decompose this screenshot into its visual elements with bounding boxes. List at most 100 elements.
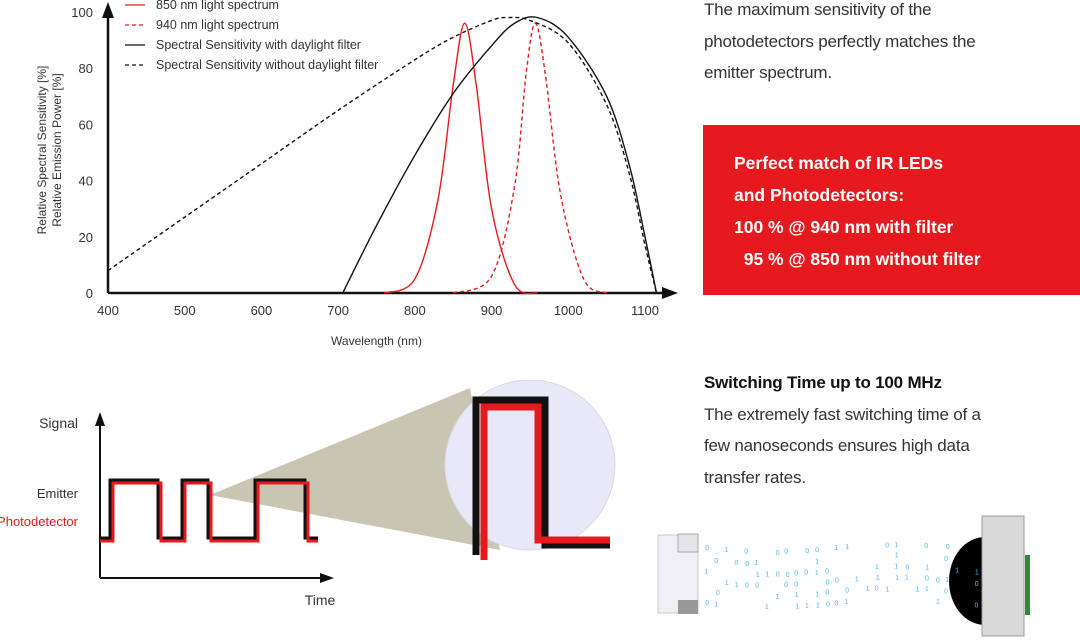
data-bit: 1 [765, 604, 769, 611]
data-bit: 1 [795, 592, 799, 599]
data-bit: 0 [826, 579, 830, 586]
highlight-line: and Photodetectors: [734, 185, 905, 205]
y-tick-label: 20 [79, 230, 93, 245]
data-bit: 0 [705, 545, 709, 552]
data-bit: 0 [944, 588, 948, 595]
data-bit: 0 [875, 586, 879, 593]
data-bit: 0 [716, 590, 720, 597]
data-bit: 1 [925, 586, 929, 593]
emitter-wave [100, 478, 318, 540]
data-bit: 1 [866, 586, 870, 593]
data-bit: 1 [895, 575, 899, 582]
data-bit: 1 [845, 599, 849, 606]
data-bit: 1 [815, 592, 819, 599]
data-bit: 1 [955, 568, 959, 575]
data-bit: 0 [804, 570, 808, 577]
data-bit: 1 [735, 582, 739, 589]
intro-line: emitter spectrum. [704, 63, 832, 82]
y-axis-label: Relative Spectral Sensitivity [%] [35, 66, 49, 235]
photodetector-label: Photodetector [0, 514, 79, 529]
data-bit: 1 [905, 574, 909, 581]
series-line [342, 16, 658, 294]
binary-data-stream: 0100011101000110110010000011001011110000… [704, 542, 979, 611]
x-axis-label: Wavelength (nm) [331, 334, 422, 348]
series-line [107, 16, 658, 294]
legend-label: Spectral Sensitivity with daylight filte… [156, 38, 361, 52]
data-bit: 0 [835, 578, 839, 585]
y-axis-arrow [102, 2, 114, 18]
switching-text: Switching Time up to 100 MHz The extreme… [704, 367, 981, 493]
data-bit: 0 [776, 550, 780, 557]
signal-diagram: Signal Time Emitter Photodetector [0, 380, 616, 608]
data-bit: 1 [815, 558, 819, 565]
magnifier-lens [444, 380, 616, 551]
highlight-line: Perfect match of IR LEDs [734, 153, 944, 173]
emitter-detector-illustration: 0100011101000110110010000011001011110000… [657, 515, 1030, 637]
data-bit: 0 [845, 588, 849, 595]
magnifier-cone [210, 388, 500, 550]
zoomed-emitter-wave [472, 396, 610, 555]
switching-line: transfer rates. [704, 467, 806, 487]
highlight-line: 95 % @ 850 nm without filter [734, 249, 981, 269]
intro-line: The maximum sensitivity of the [704, 0, 932, 19]
zoomed-detector-wave [480, 403, 610, 560]
y-axis-arrow [95, 412, 105, 426]
x-axis-arrow [320, 573, 334, 583]
y-tick-label: 40 [79, 174, 93, 189]
data-bit: 1 [834, 545, 838, 552]
data-bit: 0 [745, 583, 749, 590]
led-emitter-icon [657, 533, 699, 614]
data-bit: 1 [796, 604, 800, 611]
y-tick-label: 0 [86, 286, 93, 301]
data-bit: 0 [784, 582, 788, 589]
data-bit: 0 [906, 565, 910, 572]
data-bit: 0 [714, 558, 718, 565]
photodetector-icon [949, 515, 1030, 637]
time-label: Time [305, 592, 336, 608]
data-bit: 1 [725, 580, 729, 587]
data-bit: 1 [845, 544, 849, 551]
data-bit: 1 [855, 577, 859, 584]
x-tick-label: 500 [174, 303, 196, 318]
data-bit: 1 [975, 570, 979, 577]
data-bit: 0 [936, 577, 940, 584]
legend-label: Spectral Sensitivity without daylight fi… [156, 58, 378, 72]
data-bit: 0 [794, 582, 798, 589]
data-bit: 1 [925, 565, 929, 572]
data-bit: 1 [816, 603, 820, 610]
data-bit: 0 [805, 548, 809, 555]
data-bit: 0 [885, 543, 889, 550]
switching-line: The extremely fast switching time of a [704, 404, 981, 424]
data-bit: 0 [825, 590, 829, 597]
data-bit: 1 [936, 599, 940, 606]
data-bit: 1 [885, 586, 889, 593]
data-bit: 0 [815, 547, 819, 554]
data-bit: 0 [825, 569, 829, 576]
data-bit: 0 [925, 575, 929, 582]
intro-line: photodetectors perfectly matches the [704, 31, 976, 51]
emitter-label: Emitter [37, 486, 79, 501]
y-tick-label: 100 [71, 5, 93, 20]
x-tick-label: 1100 [631, 303, 659, 318]
x-axis-arrow [662, 287, 678, 299]
legend-label: 850 nm light spectrum [156, 0, 279, 12]
data-bit: 0 [705, 600, 709, 607]
data-bit: 1 [756, 572, 760, 579]
data-bit: 1 [876, 575, 880, 582]
data-bit: 1 [895, 553, 899, 560]
series-line [383, 22, 538, 295]
photodetector-wave [100, 481, 318, 543]
data-bit: 1 [714, 602, 718, 609]
data-bit: 0 [755, 583, 759, 590]
data-bit: 0 [975, 603, 979, 610]
data-bit: 0 [776, 571, 780, 578]
data-bit: 1 [766, 571, 770, 578]
x-tick-label: 800 [404, 303, 426, 318]
data-bit: 0 [744, 548, 748, 555]
data-bit: 1 [775, 594, 779, 601]
data-bit: 0 [745, 561, 749, 568]
data-bit: 0 [826, 602, 830, 609]
signal-label: Signal [39, 415, 78, 431]
data-bit: 1 [894, 542, 898, 549]
intro-text: The maximum sensitivity of the photodete… [704, 0, 976, 89]
